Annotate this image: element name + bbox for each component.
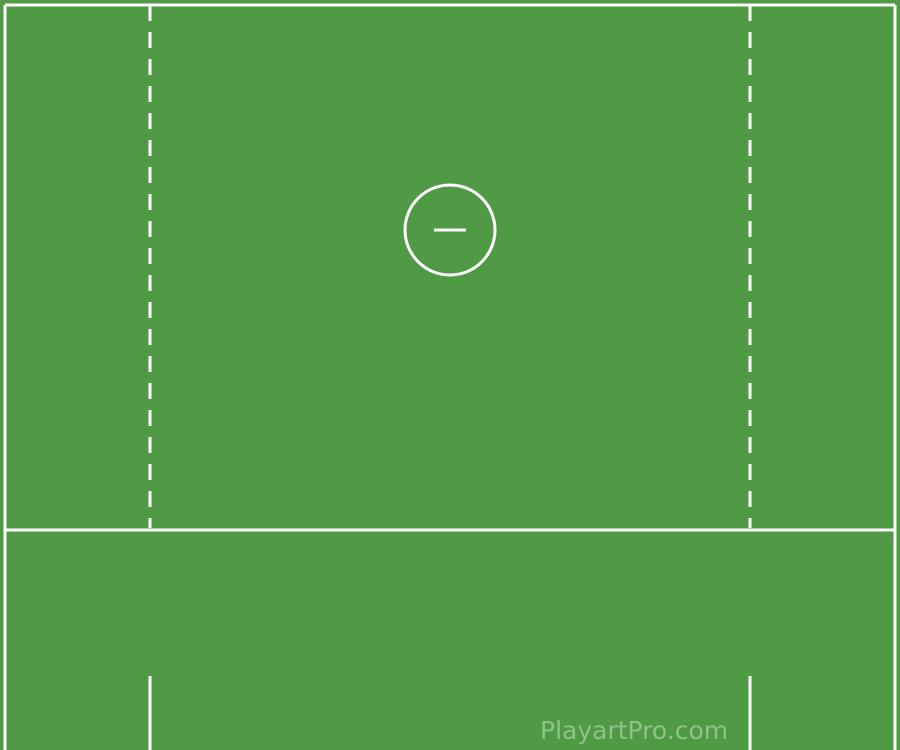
watermark: PlayartPro.com <box>540 716 729 745</box>
goal-circle-icon <box>403 183 497 277</box>
goal-crease <box>403 183 497 277</box>
